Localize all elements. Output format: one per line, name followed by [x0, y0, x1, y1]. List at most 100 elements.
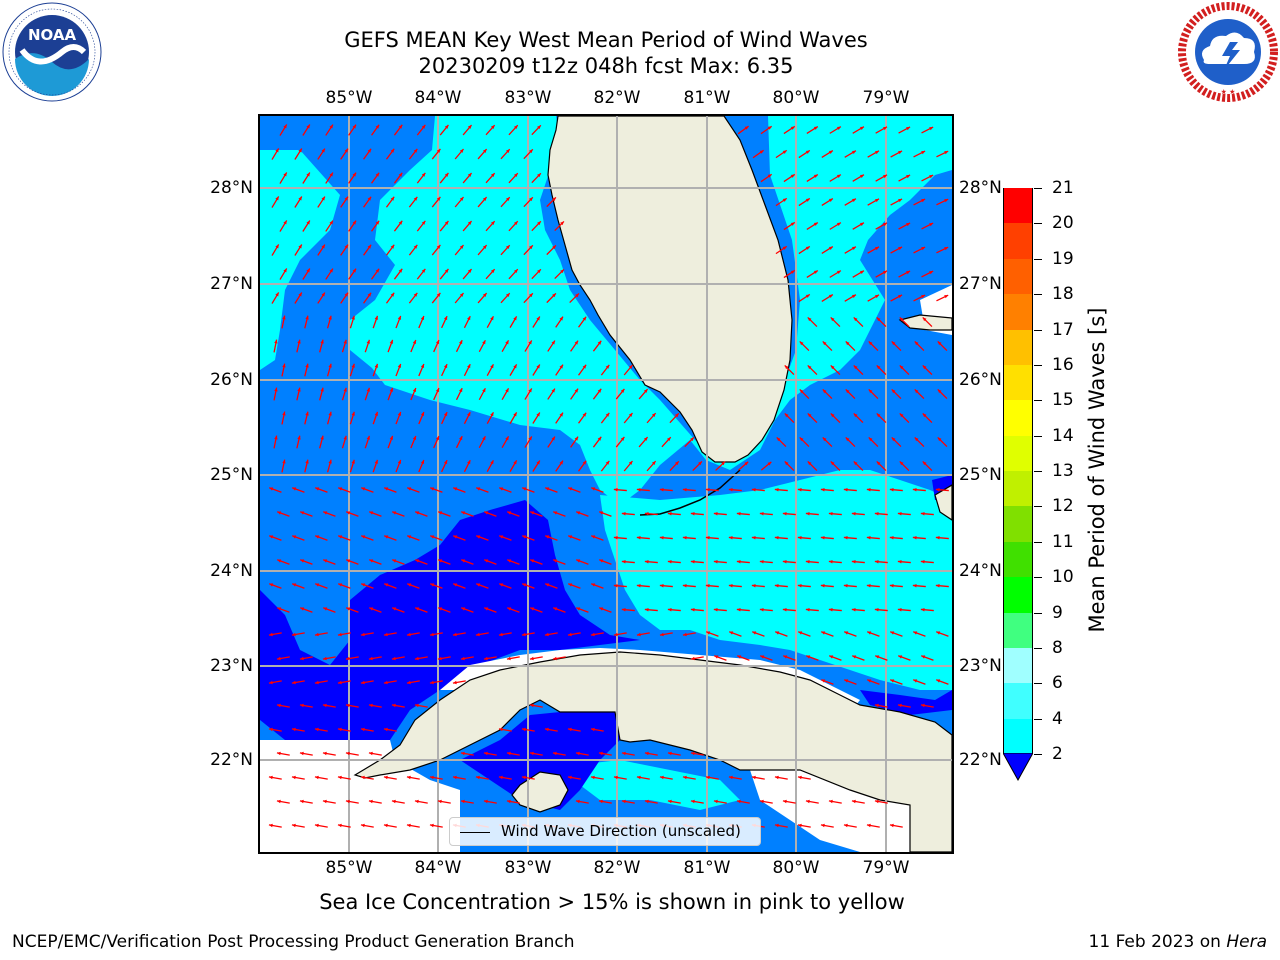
wind-wave-arrow [363, 148, 372, 160]
wind-wave-arrow [867, 631, 880, 637]
wind-wave-arrow [621, 560, 635, 564]
wind-wave-arrow [852, 126, 865, 134]
wind-wave-arrow [300, 607, 313, 613]
wind-wave-arrow [805, 799, 819, 804]
wind-wave-arrow [500, 244, 511, 256]
wind-wave-arrow [844, 294, 857, 302]
wind-wave-arrow [713, 512, 727, 516]
colorbar-segment [1004, 471, 1032, 507]
lat-label-right: 28°N [959, 178, 1002, 198]
colorbar-tick-label: 11 [1052, 531, 1074, 552]
chart-title: GEFS MEAN Key West Mean Period of Wind W… [344, 28, 868, 52]
wind-wave-arrow [523, 244, 534, 256]
land-florida [547, 116, 793, 463]
wind-wave-arrow [414, 799, 428, 804]
wind-wave-arrow [752, 149, 765, 159]
wind-wave-arrow [690, 608, 704, 612]
wind-wave-arrow [644, 799, 658, 804]
wind-wave-arrow [545, 487, 558, 493]
wind-wave-arrow [453, 487, 466, 493]
wind-wave-arrow [844, 150, 857, 158]
colorbar-tick-label: 19 [1052, 248, 1074, 269]
wind-wave-arrow [486, 459, 494, 473]
wind-wave-arrow [783, 125, 796, 135]
wind-wave-arrow [348, 124, 357, 136]
wind-wave-arrow [408, 244, 418, 256]
wind-wave-arrow [636, 584, 650, 588]
wind-wave-arrow [897, 512, 911, 516]
wind-wave-arrow [410, 435, 417, 449]
wind-wave-arrow [476, 487, 489, 493]
wind-wave-arrow [822, 340, 833, 352]
wind-wave-arrow [759, 608, 773, 612]
colorbar-tick [1034, 754, 1042, 755]
wind-wave-arrow [805, 608, 819, 612]
wind-wave-arrow [913, 631, 926, 637]
noaa-logo: NOAA [2, 2, 102, 102]
wind-wave-arrow [477, 196, 488, 208]
wind-wave-arrow [898, 270, 911, 278]
wind-wave-arrow [304, 411, 309, 425]
wind-wave-arrow [936, 679, 949, 685]
wind-wave-arrow [299, 799, 313, 804]
colorbar-tick [1034, 329, 1042, 331]
wind-wave-arrow [899, 316, 910, 328]
wind-wave-arrow [406, 632, 420, 637]
wind-wave-arrow [692, 460, 703, 472]
wind-wave-arrow [554, 220, 565, 232]
wind-wave-arrow [875, 222, 888, 230]
wind-wave-arrow [570, 436, 579, 448]
wind-wave-arrow [383, 632, 397, 637]
svg-text:★ ★: ★ ★ [1221, 88, 1236, 96]
wind-wave-arrow [592, 340, 602, 352]
wind-wave-arrow [338, 535, 351, 541]
wind-wave-arrow [828, 512, 842, 516]
wind-wave-arrow [326, 411, 332, 425]
wind-wave-arrow [844, 679, 857, 685]
wind-wave-arrow [636, 775, 650, 780]
wind-wave-arrow [429, 680, 443, 685]
wind-wave-arrow [530, 511, 543, 517]
wind-wave-arrow [774, 584, 788, 588]
wind-wave-arrow [751, 775, 765, 780]
wind-wave-arrow [455, 339, 463, 353]
wind-wave-arrow [277, 511, 290, 517]
wind-wave-arrow [281, 459, 286, 473]
lat-label-left: 23°N [210, 656, 253, 676]
wind-wave-arrow [899, 460, 910, 472]
lon-label-bottom: 79°W [862, 858, 910, 878]
wind-wave-arrow [371, 220, 380, 232]
wind-wave-arrow [682, 632, 696, 637]
wind-wave-arrow [431, 196, 441, 208]
wind-wave-arrow [279, 124, 288, 136]
wind-wave-arrow [615, 436, 625, 448]
wind-wave-arrow [416, 268, 426, 280]
wind-wave-arrow [890, 198, 903, 206]
wind-wave-arrow [319, 339, 324, 353]
wind-wave-arrow [783, 269, 796, 279]
wind-wave-arrow [690, 799, 704, 804]
colorbar-segment [1004, 506, 1032, 542]
colorbar-tick [1034, 612, 1042, 614]
wind-wave-arrow [453, 535, 466, 541]
wind-wave-arrow [876, 412, 887, 424]
wind-wave-arrow [889, 823, 903, 828]
wind-wave-arrow [392, 607, 405, 613]
wind-wave-arrow [523, 148, 534, 160]
lat-label-right: 26°N [959, 370, 1002, 390]
wind-wave-arrow [532, 412, 541, 424]
wind-wave-arrow [461, 607, 474, 613]
wind-wave-arrow [454, 292, 465, 304]
wind-wave-arrow [291, 680, 305, 685]
wind-wave-arrow [340, 196, 349, 208]
wind-wave-arrow [866, 536, 880, 540]
wind-wave-arrow [395, 459, 402, 473]
colorbar-tick [1034, 223, 1042, 225]
wind-wave-arrow [532, 364, 541, 376]
wind-wave-arrow [393, 124, 403, 136]
wind-wave-arrow [576, 559, 589, 565]
wind-wave-arrow [437, 799, 451, 804]
wind-wave-arrow [507, 607, 520, 613]
wind-wave-arrow [638, 388, 649, 400]
wind-wave-arrow [277, 607, 290, 613]
